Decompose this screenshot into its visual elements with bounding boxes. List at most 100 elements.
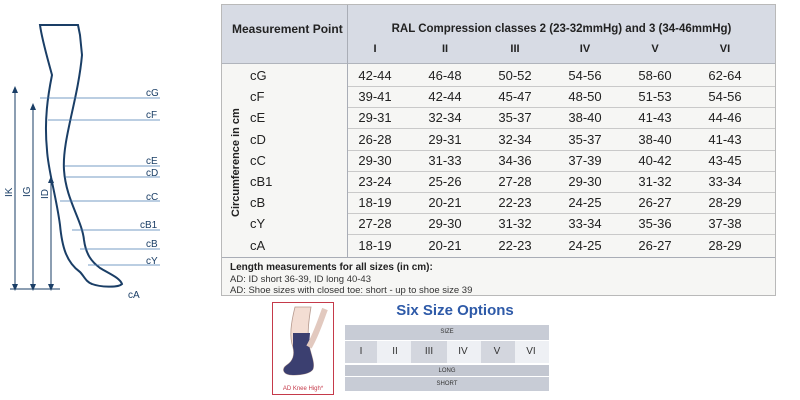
class-header-6: VI bbox=[719, 43, 731, 55]
table-cell: 39-41 bbox=[358, 89, 392, 105]
table-cell: 20-21 bbox=[428, 237, 462, 253]
length-notes-title: Length measurements for all sizes (in cm… bbox=[230, 262, 433, 273]
length-note-2: AD: Shoe sizes with closed toe: short - … bbox=[230, 285, 473, 296]
row-label: cD bbox=[250, 131, 266, 147]
table-cell: 29-30 bbox=[428, 216, 462, 232]
measure-label-cg: cG bbox=[146, 88, 159, 99]
class-header-5: V bbox=[651, 43, 659, 55]
table-cell: 40-42 bbox=[638, 152, 672, 168]
measure-label-cy: cY bbox=[146, 256, 158, 267]
compression-classes-title: RAL Compression classes 2 (23-32mmHg) an… bbox=[391, 23, 732, 35]
size-option-3: III bbox=[424, 346, 434, 357]
row-label: cC bbox=[250, 152, 266, 168]
table-cell: 35-36 bbox=[638, 216, 672, 232]
row-divider bbox=[348, 192, 775, 193]
header-divider bbox=[347, 5, 348, 63]
table-cell: 22-23 bbox=[498, 195, 532, 211]
row-divider bbox=[348, 128, 775, 130]
size-label: SIZE bbox=[440, 329, 454, 335]
row-label: cF bbox=[250, 89, 265, 105]
table-cell: 32-34 bbox=[498, 131, 532, 147]
table-cell: 37-39 bbox=[568, 152, 602, 168]
table-cell: 43-45 bbox=[708, 152, 742, 168]
row-divider bbox=[348, 107, 775, 109]
table-cell: 35-37 bbox=[568, 131, 602, 147]
table-cell: 22-23 bbox=[498, 237, 532, 253]
table-cell: 32-34 bbox=[428, 110, 462, 126]
row-label: cB bbox=[250, 195, 266, 211]
size-option-1: I bbox=[359, 346, 363, 357]
long-label: LONG bbox=[438, 368, 456, 374]
length-note-1: AD: ID short 36-39, ID long 40-43 bbox=[230, 274, 371, 285]
leg-outline bbox=[38, 24, 124, 288]
table-cell: 29-31 bbox=[358, 110, 392, 126]
table-header: Measurement Point RAL Compression classe… bbox=[222, 5, 775, 64]
measurement-point-header: Measurement Point bbox=[232, 22, 343, 36]
row-label: cB1 bbox=[250, 174, 273, 189]
table-cell: 54-56 bbox=[568, 68, 602, 83]
table-cell: 27-28 bbox=[498, 174, 532, 189]
table-cell: 35-37 bbox=[498, 110, 532, 126]
leg-measurement-diagram: IK IG ID cG cF cE cD cC cB1 cB cY cA bbox=[4, 24, 160, 301]
axis-label-id: ID bbox=[40, 189, 51, 199]
size-option-5: V bbox=[493, 346, 501, 357]
measure-label-cb: cB bbox=[146, 239, 158, 250]
table-cell: 24-25 bbox=[568, 237, 602, 253]
product-thumbnail: AD Knee High* bbox=[272, 302, 334, 395]
table-cell: 31-32 bbox=[638, 174, 672, 189]
table-cell: 24-25 bbox=[568, 195, 602, 211]
measure-label-cd: cD bbox=[146, 168, 158, 179]
size-options-background bbox=[345, 325, 549, 391]
table-cell: 48-50 bbox=[568, 89, 602, 105]
table-cell: 31-32 bbox=[498, 216, 532, 232]
class-header-3: III bbox=[510, 43, 520, 55]
row-label: cE bbox=[250, 110, 266, 126]
circumference-side-label: Circumference in cm bbox=[230, 108, 242, 217]
class-header-1: I bbox=[373, 43, 377, 55]
row-divider bbox=[348, 213, 775, 215]
sizing-table: Measurement Point RAL Compression classe… bbox=[221, 4, 776, 296]
table-cell: 42-44 bbox=[358, 68, 392, 83]
table-cell: 28-29 bbox=[708, 237, 742, 253]
table-cell: 28-29 bbox=[708, 195, 742, 211]
table-cell: 29-30 bbox=[568, 174, 602, 189]
short-label: SHORT bbox=[436, 381, 458, 387]
table-cell: 18-19 bbox=[358, 195, 392, 211]
row-label: cY bbox=[250, 216, 266, 232]
measure-label-cc: cC bbox=[146, 192, 158, 203]
table-cell: 38-40 bbox=[638, 131, 672, 147]
measure-label-cb1: cB1 bbox=[140, 220, 158, 231]
table-cell: 26-27 bbox=[638, 237, 672, 253]
table-cell: 45-47 bbox=[498, 89, 532, 105]
table-cell: 33-34 bbox=[568, 216, 602, 232]
table-cell: 34-36 bbox=[498, 152, 532, 168]
knee-high-stocking-image bbox=[283, 306, 328, 376]
row-divider bbox=[348, 170, 775, 172]
axis-label-ig: IG bbox=[22, 186, 33, 197]
product-caption: AD Knee High* bbox=[282, 386, 324, 392]
table-cell: 29-31 bbox=[428, 131, 462, 147]
axis-label-ik: IK bbox=[4, 187, 15, 197]
table-cell: 41-43 bbox=[638, 110, 672, 126]
table-cell: 54-56 bbox=[708, 89, 742, 105]
table-cell: 62-64 bbox=[708, 68, 742, 83]
table-cell: 33-34 bbox=[708, 174, 742, 189]
measure-label-cf: cF bbox=[146, 110, 157, 121]
table-cell: 23-24 bbox=[358, 174, 392, 189]
size-option-6: VI bbox=[526, 346, 536, 357]
size-option-2: II bbox=[392, 346, 398, 357]
row-divider bbox=[348, 149, 775, 151]
table-cell: 51-53 bbox=[638, 89, 672, 105]
table-cell: 20-21 bbox=[428, 195, 462, 211]
six-size-options-title: Six Size Options bbox=[396, 302, 514, 319]
size-options-chart: SIZE I II III IV V VI LONG SHORT bbox=[345, 325, 549, 393]
column-divider bbox=[347, 63, 348, 257]
table-cell: 46-48 bbox=[428, 68, 462, 83]
table-cell: 25-26 bbox=[428, 174, 462, 189]
table-bottom-rule bbox=[222, 257, 775, 258]
table-cell: 31-33 bbox=[428, 152, 462, 168]
table-cell: 26-27 bbox=[638, 195, 672, 211]
table-cell: 50-52 bbox=[498, 68, 532, 83]
row-label: cG bbox=[250, 68, 267, 83]
class-header-2: II bbox=[441, 43, 449, 55]
